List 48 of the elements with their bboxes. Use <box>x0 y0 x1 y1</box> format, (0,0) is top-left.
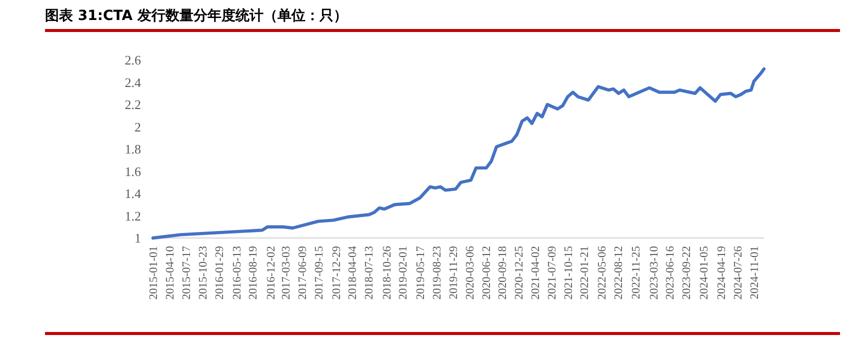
x-tick-label: 2022-11-25 <box>630 246 643 300</box>
x-tick-label: 2019-02-01 <box>398 246 410 300</box>
x-tick-label: 2022-01-21 <box>579 246 592 300</box>
x-tick-label: 2016-01-29 <box>214 246 226 300</box>
x-tick-label: 2020-12-25 <box>514 246 526 300</box>
x-tick-label: 2019-05-17 <box>415 246 428 300</box>
x-tick-label: 2020-09-18 <box>497 246 510 300</box>
y-tick-label: 2.6 <box>124 52 142 68</box>
x-tick-label: 2024-07-26 <box>732 246 745 300</box>
chart-title: 图表 31:CTA 发行数量分年度统计（单位：只） <box>45 7 348 24</box>
y-tick-label: 2.4 <box>124 74 142 90</box>
x-tick-label: 2016-05-13 <box>231 246 244 300</box>
x-tick-label: 2015-10-23 <box>197 246 210 300</box>
x-tick-label: 2017-09-15 <box>313 246 326 300</box>
x-tick-label: 2018-07-13 <box>364 246 376 300</box>
x-tick-label: 2017-03-03 <box>280 246 293 300</box>
x-tick-label: 2018-10-26 <box>381 246 394 300</box>
y-tick-label: 1.2 <box>124 208 141 224</box>
x-tick-label: 2017-06-09 <box>296 246 309 300</box>
x-tick-label: 2020-03-06 <box>464 246 476 300</box>
y-tick-label: 1.6 <box>124 164 142 179</box>
x-tick-label: 2020-06-12 <box>480 246 493 300</box>
line-series <box>151 67 766 240</box>
x-tick-label: 2019-11-29 <box>448 246 460 300</box>
x-tick-label: 2022-08-12 <box>613 246 626 300</box>
x-tick-label: 2024-01-05 <box>698 246 711 300</box>
x-tick-label: 2021-04-02 <box>530 246 542 300</box>
y-tick-label: 2 <box>134 119 141 134</box>
x-tick-label: 2023-09-22 <box>681 246 694 300</box>
y-tick-label: 2.2 <box>124 97 141 112</box>
x-tick-label: 2022-05-06 <box>596 246 609 300</box>
x-tick-label: 2021-07-09 <box>546 246 558 300</box>
y-tick-label: 1.8 <box>124 142 141 157</box>
y-tick-label: 1.4 <box>124 186 142 202</box>
x-tick-label: 2024-04-19 <box>716 246 728 300</box>
y-tick-label: 1 <box>134 230 141 246</box>
x-tick-label: 2015-01-01 <box>148 246 160 300</box>
x-tick-label: 2017-12-29 <box>330 246 343 300</box>
x-tick-label: 2023-03-10 <box>648 246 660 300</box>
x-tick-label: 2021-10-15 <box>562 246 575 300</box>
x-tick-label: 2018-04-04 <box>346 246 359 300</box>
x-tick-label: 2024-11-01 <box>748 246 761 300</box>
x-tick-label: 2016-12-02 <box>265 246 278 300</box>
x-tick-label: 2019-08-23 <box>432 246 444 300</box>
x-tick-label: 2016-08-19 <box>248 246 260 300</box>
x-tick-label: 2015-07-17 <box>180 246 193 300</box>
x-tick-label: 2023-06-16 <box>664 246 677 300</box>
x-tick-label: 2015-04-10 <box>164 246 177 300</box>
